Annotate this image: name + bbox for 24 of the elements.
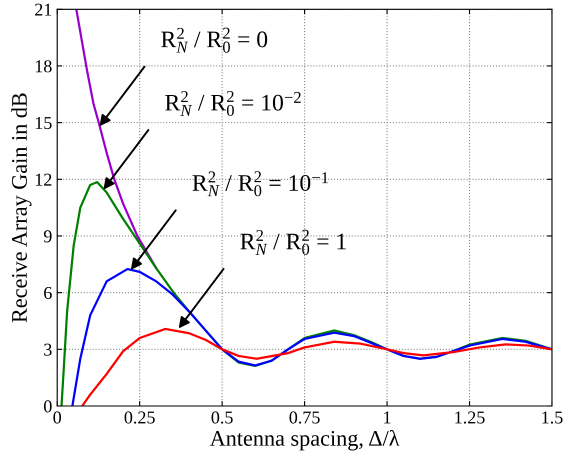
y-tick-label: 12 xyxy=(36,174,52,186)
line-series xyxy=(71,268,552,406)
y-tick-label: 21 xyxy=(35,4,52,16)
y-tick-label: 6 xyxy=(44,286,52,300)
x-tick-label: 0.5 xyxy=(212,411,233,424)
annotation: R$^{2}$$_{N}$ / R$^{2}$$_{0}$ = 0 xyxy=(161,28,268,53)
x-tick-label: 0.25 xyxy=(124,411,155,424)
annotation: R$^{2}$$_{N}$ / R$^{2}$$_{0}$ = 10$^{−2}$ xyxy=(165,90,301,116)
x-tick-label: 0.75 xyxy=(289,411,320,424)
y-axis-title: Receive Array Gain in dB xyxy=(11,93,32,322)
line-series xyxy=(81,328,552,406)
y-tick-label: 18 xyxy=(36,60,52,72)
y-tick-label: 3 xyxy=(44,344,52,356)
line-series xyxy=(75,9,158,270)
x-tick-label: 1.25 xyxy=(455,411,485,424)
x-tick-label: 0 xyxy=(53,411,62,424)
y-tick-label: 15 xyxy=(36,116,52,130)
y-tick-label: 9 xyxy=(44,230,52,242)
annotation: R$^{2}$$_{N}$ / R$^{2}$$_{0}$ = 1 xyxy=(240,230,346,255)
x-tick-label: 1.5 xyxy=(542,411,563,424)
y-tick-label: 0 xyxy=(44,400,52,412)
x-tick-label: 1 xyxy=(384,411,390,424)
x-axis-title: Antenna spacing, Δ/λ xyxy=(210,430,400,450)
annotation: R$^{2}$$_{N}$ / R$^{2}$$_{0}$ = 10$^{−1}$ xyxy=(192,171,328,196)
